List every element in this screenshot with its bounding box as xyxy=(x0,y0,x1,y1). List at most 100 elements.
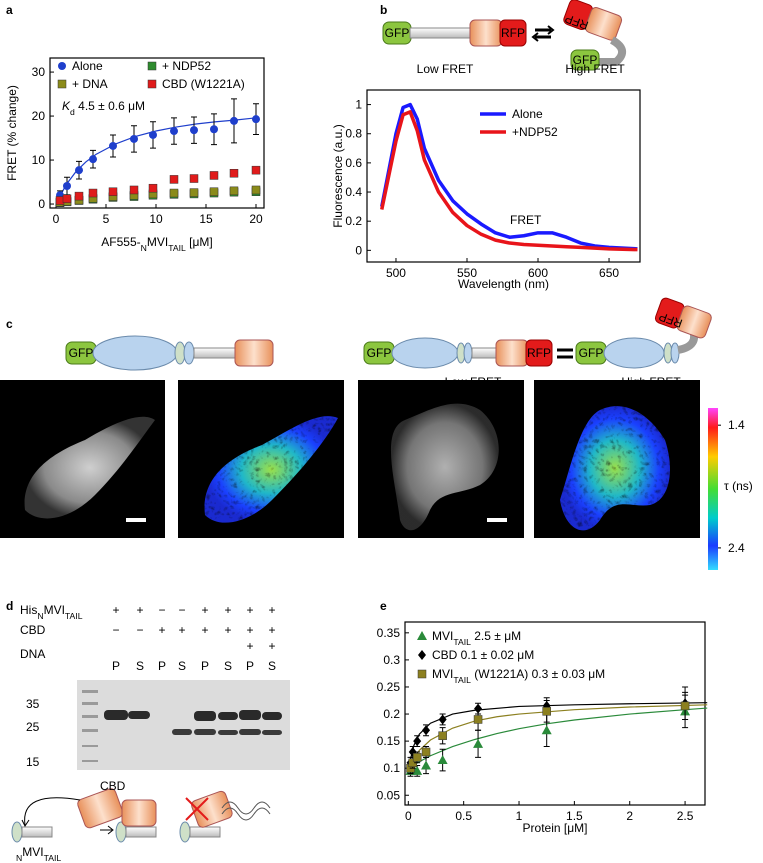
row-mark: − xyxy=(136,623,143,637)
y-tick-label: 1 xyxy=(355,98,362,112)
gfp-label: GFP xyxy=(69,346,94,360)
marker xyxy=(438,714,447,725)
marker xyxy=(169,175,179,184)
scheme-label: NMVITAIL xyxy=(16,845,61,863)
marker xyxy=(229,186,239,196)
marker xyxy=(251,165,261,175)
y-tick-label: 0.15 xyxy=(377,734,401,748)
legend-label-part: TAIL xyxy=(453,675,471,685)
marker xyxy=(62,194,72,204)
marker xyxy=(190,126,198,135)
x-tick-label: 20 xyxy=(249,212,263,226)
marker xyxy=(108,187,118,196)
x-tick-label: 10 xyxy=(149,212,163,226)
row-mark: + xyxy=(268,639,275,653)
marker xyxy=(421,760,432,770)
mw-label: 35 xyxy=(26,697,40,711)
rfp-label: RFP xyxy=(501,26,525,40)
scheme-d xyxy=(11,788,271,843)
colorbar-tick-label: 2.4 xyxy=(728,541,745,555)
plot-frame xyxy=(366,89,641,263)
row-mark: + xyxy=(178,623,185,637)
x-tick-label: 0.5 xyxy=(455,809,472,823)
state-label: Low FRET xyxy=(417,62,474,76)
marker xyxy=(75,166,83,175)
row-label-part: MVI xyxy=(44,603,65,617)
marker xyxy=(189,174,199,183)
row-mark: + xyxy=(136,603,143,617)
marker xyxy=(230,116,238,125)
scheme-label-part: TAIL xyxy=(44,853,62,863)
scheme-b xyxy=(382,0,626,71)
row-mark: − xyxy=(178,603,185,617)
x-axis-title: Protein [μM] xyxy=(523,821,588,835)
lane-label: S xyxy=(268,659,276,673)
marker xyxy=(129,185,139,195)
x-tick-label: 600 xyxy=(528,266,548,280)
marker xyxy=(473,715,483,724)
row-label: CBD xyxy=(20,623,46,637)
legend-label: + NDP52 xyxy=(162,59,211,73)
legend-swatch xyxy=(417,669,427,679)
marker xyxy=(88,188,98,198)
annotation: Kd 4.5 ± 0.6 μM xyxy=(62,99,145,117)
rfp-label: RFP xyxy=(527,346,551,360)
legend-label: MVITAIL 2.5 ± μM xyxy=(432,629,521,647)
y-tick-label: 0.1 xyxy=(383,761,400,775)
row-mark: + xyxy=(268,603,275,617)
marker xyxy=(542,707,551,716)
marker xyxy=(170,127,178,136)
legend-label-part: TAIL xyxy=(453,637,471,647)
legend-swatch xyxy=(147,61,157,71)
marker xyxy=(229,168,239,178)
marker xyxy=(169,188,179,198)
legend-swatch xyxy=(58,62,66,70)
x-tick-label: 0 xyxy=(53,212,60,226)
mw-label: 15 xyxy=(26,755,40,769)
legend-label-part: MVI xyxy=(432,629,453,643)
gfp-label: GFP xyxy=(573,53,598,67)
plot-frame xyxy=(49,57,265,209)
state-label: Low FRET xyxy=(445,375,502,389)
row-mark: + xyxy=(112,603,119,617)
row-mark: + xyxy=(158,623,165,637)
row-mark: + xyxy=(224,623,231,637)
mw-label: 25 xyxy=(26,720,40,734)
marker xyxy=(541,725,552,735)
row-label-part: TAIL xyxy=(65,611,83,621)
row-mark: + xyxy=(246,603,253,617)
legend-label: MVITAIL (W1221A) 0.3 ± 0.03 μM xyxy=(432,667,605,685)
x-tick-label: 2.5 xyxy=(677,809,694,823)
legend-label: + DNA xyxy=(72,77,108,91)
annotation-part: K xyxy=(62,99,71,113)
panel-letter: a xyxy=(6,3,13,17)
row-label-part: N xyxy=(37,611,43,621)
scheme-c xyxy=(65,297,712,371)
y-tick-label: 0.2 xyxy=(345,214,362,228)
row-mark: − xyxy=(158,603,165,617)
marker xyxy=(252,115,260,124)
x-tick-label: 1 xyxy=(516,809,523,823)
row-label: HisNMVITAIL xyxy=(20,603,83,621)
y-tick-label: 10 xyxy=(32,153,46,167)
scheme-label: CBD xyxy=(100,779,126,793)
marker xyxy=(89,155,97,164)
row-mark: − xyxy=(112,623,119,637)
row-mark: + xyxy=(224,603,231,617)
row-mark: + xyxy=(246,639,253,653)
x-axis-title-part: MVI xyxy=(147,235,168,249)
y-tick-label: 20 xyxy=(32,109,46,123)
marker xyxy=(109,141,117,150)
marker xyxy=(63,182,71,191)
y-tick-label: 0.3 xyxy=(383,653,400,667)
row-label-part: His xyxy=(20,603,37,617)
gfp-label: GFP xyxy=(367,346,392,360)
marker xyxy=(189,188,199,197)
x-tick-label: 0 xyxy=(405,809,412,823)
y-tick-label: 0.25 xyxy=(377,680,401,694)
legend-label-part: MVI xyxy=(432,667,453,681)
row-mark: + xyxy=(246,623,253,637)
x-axis-title-part: N xyxy=(141,243,147,253)
y-tick-label: 0.4 xyxy=(345,185,362,199)
